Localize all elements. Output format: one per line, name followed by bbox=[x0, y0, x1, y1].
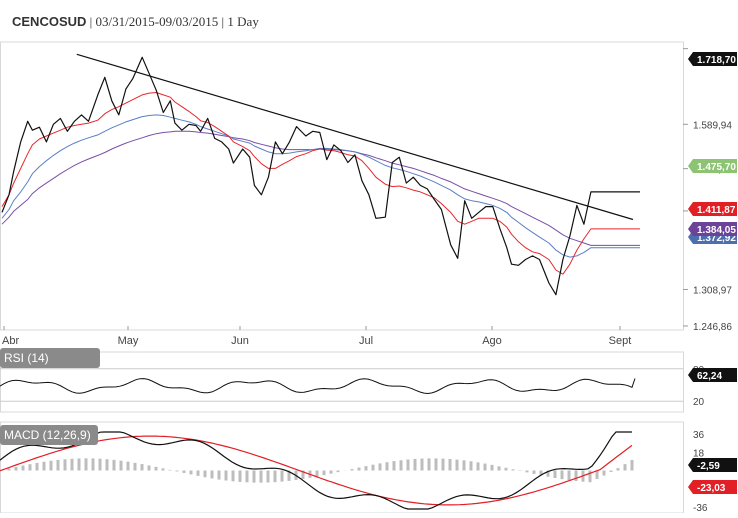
last-price-tag-bg bbox=[688, 159, 737, 173]
title-separator: | bbox=[89, 14, 93, 29]
y-tick-label: 1.589,94 bbox=[693, 120, 732, 131]
ma-fast-tag-bg bbox=[688, 202, 737, 216]
macd-label-bg bbox=[0, 425, 98, 445]
signal-value-tag: -23,03 bbox=[688, 480, 737, 494]
signal-value-tag-text: -23,03 bbox=[697, 483, 726, 494]
ma-mid-line bbox=[1, 114, 640, 258]
x-tick-label: Jun bbox=[231, 335, 249, 347]
last-price-tag-text: 1.475,70 bbox=[697, 162, 736, 173]
rsi-value-tag: 62,24 bbox=[688, 368, 737, 382]
chart-title: CENCOSUD | 03/31/2015-09/03/2015 | 1 Day bbox=[12, 14, 259, 30]
macd-label-text: MACD (12,26,9) bbox=[4, 428, 91, 442]
rsi-panel-frame bbox=[0, 351, 684, 413]
title-separator: | bbox=[221, 14, 225, 29]
x-tick-label: Ago bbox=[482, 335, 502, 347]
macd-signal-line bbox=[0, 435, 633, 506]
macd-tick-label: -36 bbox=[693, 503, 708, 513]
x-tick-label: Abr bbox=[2, 335, 19, 347]
macd-panel-frame bbox=[0, 421, 684, 514]
rsi-label-bg bbox=[0, 348, 100, 368]
interval-label: 1 Day bbox=[227, 14, 259, 29]
rsi-value-tag-text: 62,24 bbox=[697, 371, 722, 382]
trend-line bbox=[76, 53, 634, 221]
date-range: 03/31/2015-09/03/2015 bbox=[95, 14, 219, 29]
rsi-label-text: RSI (14) bbox=[4, 351, 49, 365]
last-price-tag: 1.475,70 bbox=[688, 159, 737, 173]
rsi-line bbox=[0, 378, 636, 395]
macd-line bbox=[0, 431, 632, 510]
ma-slow-tag-bg bbox=[688, 222, 737, 236]
price-panel-frame bbox=[0, 41, 684, 331]
y-tick-label: 1.308,97 bbox=[693, 285, 732, 296]
macd-label: MACD (12,26,9) bbox=[0, 425, 98, 445]
rsi-value-tag-bg bbox=[688, 368, 737, 382]
macd-tick-label: 18 bbox=[693, 448, 705, 459]
symbol-name: CENCOSUD bbox=[12, 14, 87, 29]
top-price-tag-bg bbox=[688, 52, 737, 66]
price-line bbox=[1, 56, 640, 296]
rsi-tick-label: 20 bbox=[693, 397, 705, 408]
macd-value-tag-text: -2,59 bbox=[697, 461, 720, 472]
x-tick-label: May bbox=[118, 335, 139, 347]
x-tick-label: Sept bbox=[609, 335, 632, 347]
ma-fast-line bbox=[1, 92, 640, 275]
macd-tick-label: 36 bbox=[693, 430, 705, 441]
ma-slow-tag: 1.384,05 bbox=[688, 222, 737, 236]
y-tick-label: 1.246,86 bbox=[693, 322, 732, 333]
signal-value-tag-bg bbox=[688, 480, 737, 494]
ma-slow-tag-text: 1.384,05 bbox=[697, 225, 736, 236]
rsi-label: RSI (14) bbox=[0, 348, 100, 368]
ma-fast-tag: 1.411,87 bbox=[688, 202, 737, 216]
x-tick-label: Jul bbox=[359, 335, 373, 347]
macd-value-tag-bg bbox=[688, 458, 737, 472]
ma-mid-tag-text: 1.372,92 bbox=[697, 233, 736, 244]
top-price-tag-text: 1.718,70 bbox=[697, 55, 736, 66]
macd-value-tag: -2,59 bbox=[688, 458, 737, 472]
top-price-tag: 1.718,70 bbox=[688, 52, 737, 66]
ma-fast-tag-text: 1.411,87 bbox=[697, 205, 736, 216]
